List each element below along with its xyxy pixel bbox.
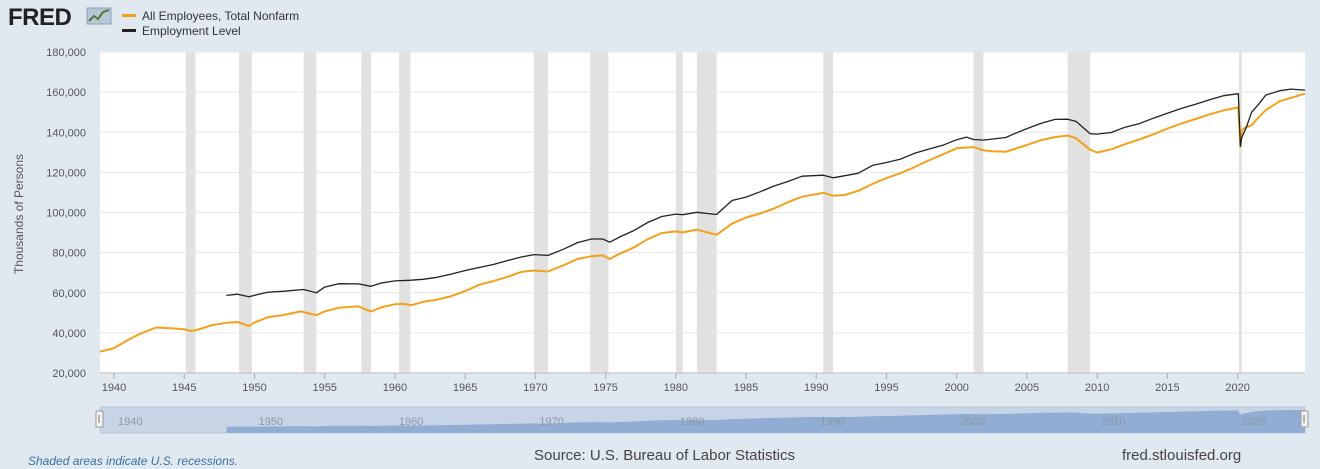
x-tick-label: 1940	[102, 382, 126, 394]
navigator-tick-label: 2000	[961, 416, 985, 428]
recession-note: Shaded areas indicate U.S. recessions.	[28, 454, 239, 468]
y-tick-label: 180,000	[46, 47, 86, 59]
fred-graph-icon	[86, 7, 112, 25]
fred-logo[interactable]: FRED	[8, 4, 72, 31]
x-tick-label: 2000	[944, 382, 968, 394]
navigator-tick-label: 1980	[680, 416, 704, 428]
x-tick-label: 1975	[593, 382, 617, 394]
chart-header: FRED All Employees, Total Nonfarm Employ…	[0, 0, 1320, 42]
y-tick-label: 140,000	[46, 127, 86, 139]
x-tick-label: 1985	[734, 382, 758, 394]
x-tick-label: 1955	[312, 382, 336, 394]
y-tick-label: 160,000	[46, 87, 86, 99]
x-tick-label: 2005	[1015, 382, 1039, 394]
legend-item-nonfarm[interactable]: All Employees, Total Nonfarm	[122, 8, 299, 23]
series-line-employment-level[interactable]	[226, 88, 1306, 298]
y-tick-label: 20,000	[52, 368, 86, 380]
series-line-nonfarm[interactable]	[99, 92, 1306, 353]
legend-swatch-employment-level	[122, 29, 136, 32]
y-tick-label: 120,000	[46, 167, 86, 179]
x-tick-label: 1980	[664, 382, 688, 394]
legend-swatch-nonfarm	[122, 14, 136, 17]
x-tick-label: 2010	[1085, 382, 1109, 394]
y-tick-label: 60,000	[52, 288, 86, 300]
y-tick-label: 100,000	[46, 208, 86, 220]
x-tick-label: 1965	[453, 382, 477, 394]
x-tick-label: 1950	[242, 382, 266, 394]
y-tick-label: 40,000	[52, 328, 86, 340]
navigator-tick-label: 1960	[399, 416, 423, 428]
x-tick-label: 1990	[804, 382, 828, 394]
y-tick-label: 80,000	[52, 248, 86, 260]
navigator-window	[100, 407, 1305, 433]
line-chart[interactable]: 20,000 40,000 60,000 80,000 100,000 120,000 14…	[0, 0, 1320, 440]
x-tick-label: 1945	[172, 382, 196, 394]
chart-legend: All Employees, Total Nonfarm Employment …	[122, 8, 299, 38]
navigator-tick-label: 1990	[820, 416, 844, 428]
legend-label-employment-level: Employment Level	[142, 23, 241, 38]
x-tick-label: 2015	[1155, 382, 1179, 394]
fred-url-link[interactable]: fred.stlouisfed.org	[1122, 447, 1242, 464]
navigator-tick-label: 2020	[1242, 416, 1266, 428]
source-text: Source: U.S. Bureau of Labor Statistics	[534, 447, 795, 464]
x-tick-label: 1970	[523, 382, 547, 394]
navigator-tick-label: 1940	[118, 416, 142, 428]
x-tick-label: 2020	[1225, 382, 1249, 394]
x-tick-label: 1995	[874, 382, 898, 394]
x-tick-label: 1960	[383, 382, 407, 394]
legend-label-nonfarm: All Employees, Total Nonfarm	[142, 8, 300, 23]
navigator-tick-label: 1970	[539, 416, 563, 428]
legend-item-employment-level[interactable]: Employment Level	[122, 23, 299, 38]
navigator-tick-label: 2010	[1101, 416, 1125, 428]
navigator-tick-label: 1950	[258, 416, 282, 428]
